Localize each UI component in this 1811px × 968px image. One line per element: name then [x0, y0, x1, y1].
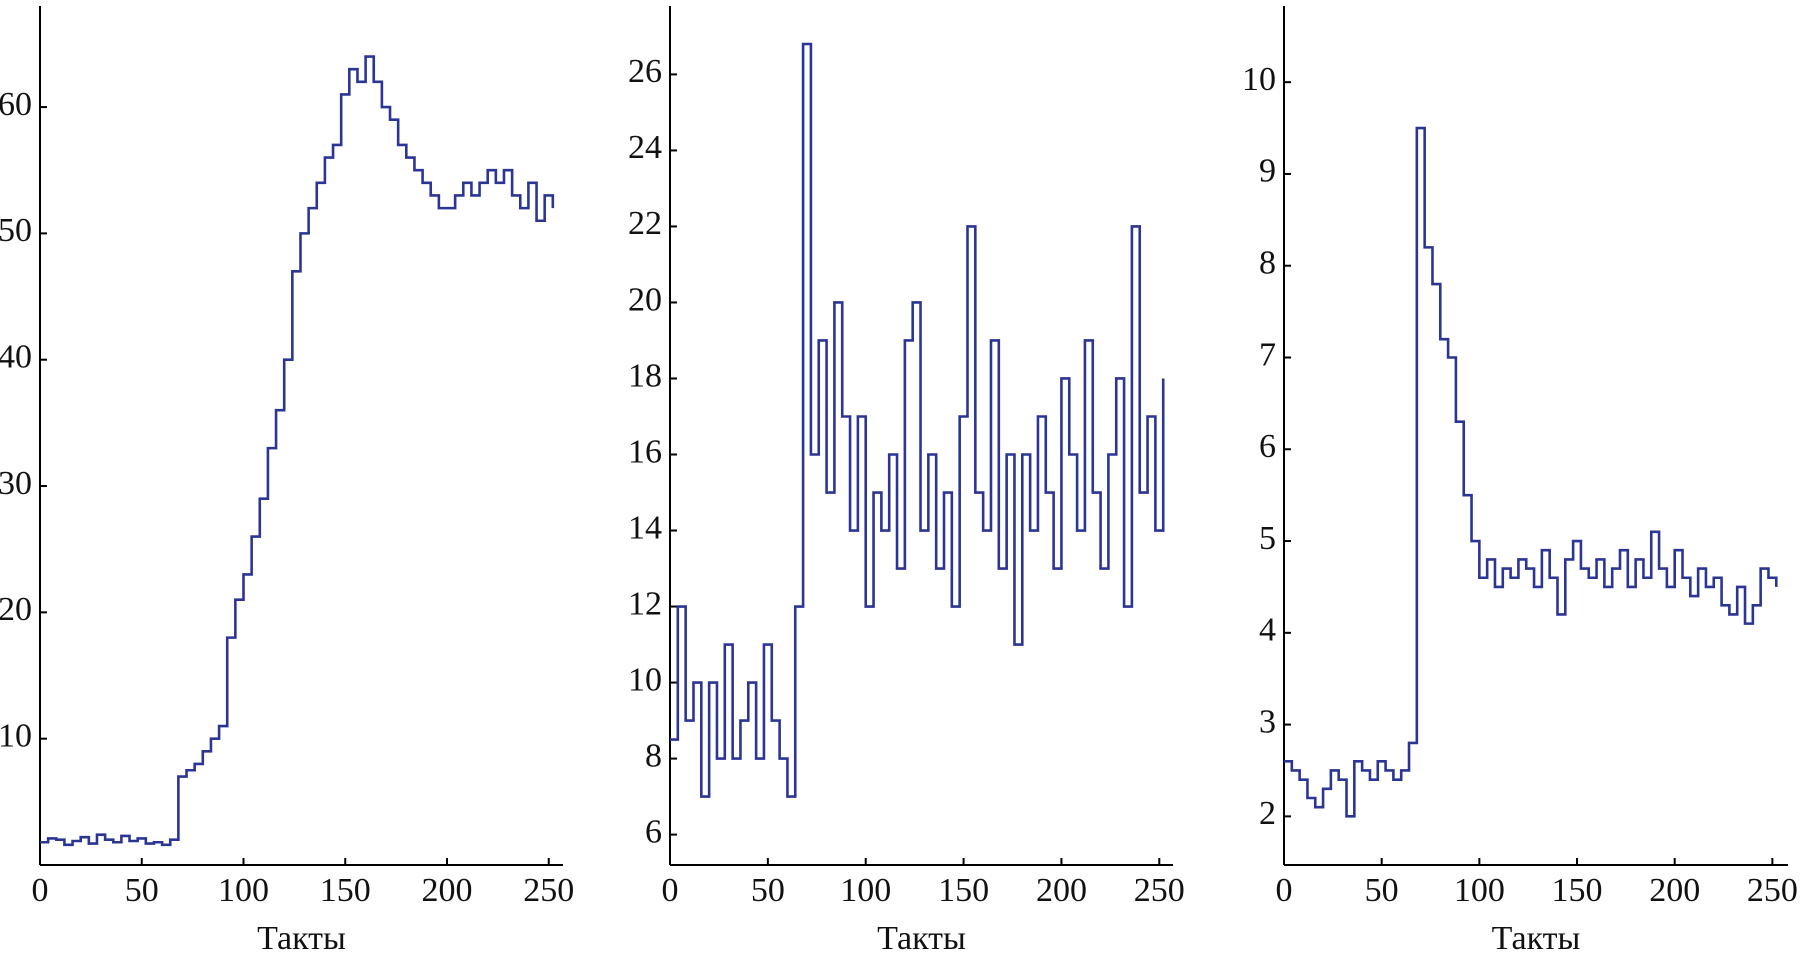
y-tick-label: 60	[0, 86, 32, 123]
y-tick-label: 24	[628, 129, 662, 166]
x-tick-label: 50	[125, 872, 159, 909]
x-axis-label: Такты	[257, 920, 346, 957]
y-tick-label: 30	[0, 465, 32, 502]
y-tick-label: 10	[0, 717, 32, 754]
x-tick-label: 250	[1747, 872, 1798, 909]
x-tick-label: 0	[662, 872, 679, 909]
y-tick-label: 7	[1259, 336, 1276, 373]
y-tick-label: 20	[0, 591, 32, 628]
y-tick-label: 26	[628, 53, 662, 90]
y-tick-label: 3	[1259, 703, 1276, 740]
x-tick-label: 250	[523, 872, 574, 909]
y-tick-label: 2	[1259, 795, 1276, 832]
y-tick-label: 22	[628, 205, 662, 242]
x-tick-label: 0	[1276, 872, 1293, 909]
x-tick-label: 150	[320, 872, 371, 909]
x-tick-label: 200	[1036, 872, 1087, 909]
y-tick-label: 20	[628, 281, 662, 318]
y-tick-label: 18	[628, 357, 662, 394]
x-tick-label: 200	[422, 872, 473, 909]
data-line	[40, 55, 555, 847]
x-tick-label: 50	[1365, 872, 1399, 909]
y-tick-label: 10	[1242, 61, 1276, 98]
data-line	[670, 42, 1165, 798]
y-tick-label: 16	[628, 433, 662, 470]
x-axis-label: Такты	[1492, 920, 1581, 957]
y-tick-label: 8	[1259, 245, 1276, 282]
x-tick-label: 100	[1454, 872, 1505, 909]
y-tick-label: 6	[645, 813, 662, 850]
y-tick-label: 9	[1259, 153, 1276, 190]
x-tick-label: 150	[938, 872, 989, 909]
x-tick-label: 250	[1134, 872, 1185, 909]
x-tick-label: 0	[32, 872, 49, 909]
x-axis-label: Такты	[877, 920, 966, 957]
x-tick-label: 100	[218, 872, 269, 909]
data-line	[1284, 126, 1778, 818]
y-tick-label: 14	[628, 509, 662, 546]
y-tick-label: 10	[628, 661, 662, 698]
y-tick-label: 4	[1259, 612, 1276, 649]
y-tick-label: 12	[628, 585, 662, 622]
y-tick-label: 6	[1259, 428, 1276, 465]
y-tick-label: 40	[0, 339, 32, 376]
y-tick-label: 50	[0, 212, 32, 249]
x-tick-label: 150	[1552, 872, 1603, 909]
x-tick-label: 50	[751, 872, 785, 909]
x-tick-label: 200	[1649, 872, 1700, 909]
y-tick-label: 5	[1259, 520, 1276, 557]
y-tick-label: 8	[645, 737, 662, 774]
x-tick-label: 100	[840, 872, 891, 909]
